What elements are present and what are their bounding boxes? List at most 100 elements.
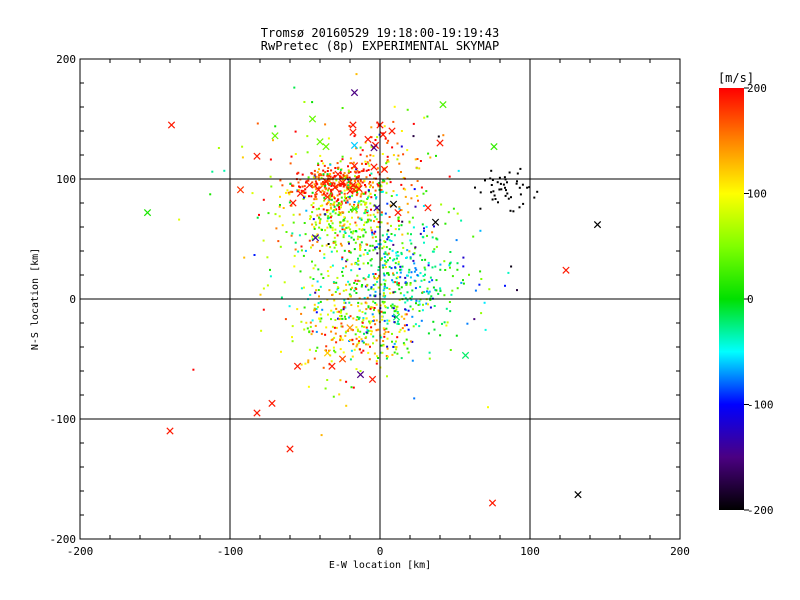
scatter-point xyxy=(334,232,337,234)
scatter-point xyxy=(411,216,414,219)
scatter-point xyxy=(362,349,365,352)
scatter-point xyxy=(397,284,400,287)
scatter-point xyxy=(383,305,386,307)
scatter-point xyxy=(373,220,375,223)
x-tick-label: 100 xyxy=(520,545,540,558)
scatter-point xyxy=(318,226,321,229)
scatter-point xyxy=(355,177,358,179)
scatter-point xyxy=(400,315,403,318)
scatter-point xyxy=(418,303,421,306)
scatter-point xyxy=(303,328,306,331)
scatter-point xyxy=(258,213,260,216)
scatter-point xyxy=(338,210,341,213)
scatter-point xyxy=(519,193,522,196)
scatter-point xyxy=(456,268,459,271)
x-marker xyxy=(356,370,365,379)
scatter-point xyxy=(369,202,372,205)
scatter-point xyxy=(285,231,288,233)
x-marker xyxy=(289,199,297,207)
scatter-point xyxy=(357,301,360,304)
scatter-point xyxy=(317,176,320,179)
scatter-point xyxy=(479,270,482,273)
scatter-point xyxy=(324,123,327,126)
scatter-point xyxy=(443,321,446,324)
scatter-point xyxy=(384,252,387,255)
scatter-point xyxy=(326,217,329,220)
scatter-point xyxy=(282,207,285,209)
scatter-point xyxy=(377,269,380,272)
scatter-point xyxy=(451,275,454,278)
scatter-point xyxy=(407,271,410,274)
scatter-point xyxy=(377,286,380,289)
scatter-point xyxy=(312,278,315,280)
scatter-point xyxy=(379,258,382,261)
scatter-point xyxy=(348,185,351,188)
scatter-point xyxy=(366,198,369,200)
x-marker xyxy=(331,183,339,192)
scatter-point xyxy=(380,211,383,214)
scatter-point xyxy=(315,208,318,211)
scatter-point xyxy=(400,224,403,227)
scatter-point xyxy=(281,224,284,227)
scatter-point xyxy=(369,226,372,229)
scatter-point xyxy=(414,158,417,161)
scatter-point xyxy=(318,179,321,181)
scatter-point xyxy=(256,216,259,219)
scatter-point xyxy=(348,197,351,200)
scatter-point xyxy=(422,303,424,306)
scatter-point xyxy=(336,204,339,207)
x-tick-label: -200 xyxy=(67,545,94,558)
scatter-point xyxy=(342,351,345,354)
scatter-point xyxy=(423,291,426,293)
x-marker xyxy=(323,349,332,357)
scatter-point xyxy=(400,286,403,289)
scatter-point xyxy=(362,318,365,321)
scatter-point xyxy=(484,179,486,182)
scatter-point xyxy=(472,235,475,238)
scatter-point xyxy=(311,330,314,333)
scatter-point xyxy=(328,179,331,182)
scatter-point xyxy=(351,194,354,197)
scatter-point xyxy=(359,249,362,251)
scatter-point xyxy=(435,279,438,282)
scatter-point xyxy=(366,218,369,221)
scatter-point xyxy=(313,169,316,172)
scatter-point xyxy=(368,249,371,252)
scatter-point xyxy=(383,301,386,303)
scatter-point xyxy=(377,310,380,313)
scatter-point xyxy=(328,174,331,177)
scatter-point xyxy=(349,288,352,291)
scatter-point xyxy=(423,230,425,232)
scatter-point xyxy=(312,186,315,189)
scatter-point xyxy=(409,239,412,242)
scatter-point xyxy=(326,220,329,223)
scatter-point xyxy=(387,252,390,255)
scatter-point xyxy=(347,241,350,243)
scatter-point xyxy=(413,397,416,400)
scatter-point xyxy=(357,341,360,344)
scatter-point xyxy=(313,173,316,176)
scatter-point xyxy=(343,172,346,174)
scatter-point xyxy=(310,204,313,207)
scatter-point xyxy=(384,137,387,140)
scatter-point xyxy=(348,235,351,238)
scatter-point xyxy=(435,289,438,292)
scatter-point xyxy=(361,192,364,195)
scatter-point xyxy=(178,218,181,221)
scatter-point xyxy=(384,284,386,286)
scatter-point xyxy=(395,194,398,197)
scatter-point xyxy=(315,188,318,191)
scatter-point xyxy=(391,249,394,252)
scatter-point xyxy=(326,234,329,237)
scatter-point xyxy=(427,264,430,267)
scatter-point xyxy=(304,362,307,365)
scatter-point xyxy=(400,145,403,148)
scatter-point xyxy=(411,340,414,343)
scatter-point xyxy=(314,184,317,187)
scatter-point xyxy=(315,175,318,178)
scatter-point xyxy=(409,257,412,260)
scatter-point xyxy=(349,208,352,211)
scatter-point xyxy=(412,325,415,328)
scatter-point xyxy=(437,135,440,138)
scatter-point xyxy=(410,298,413,301)
